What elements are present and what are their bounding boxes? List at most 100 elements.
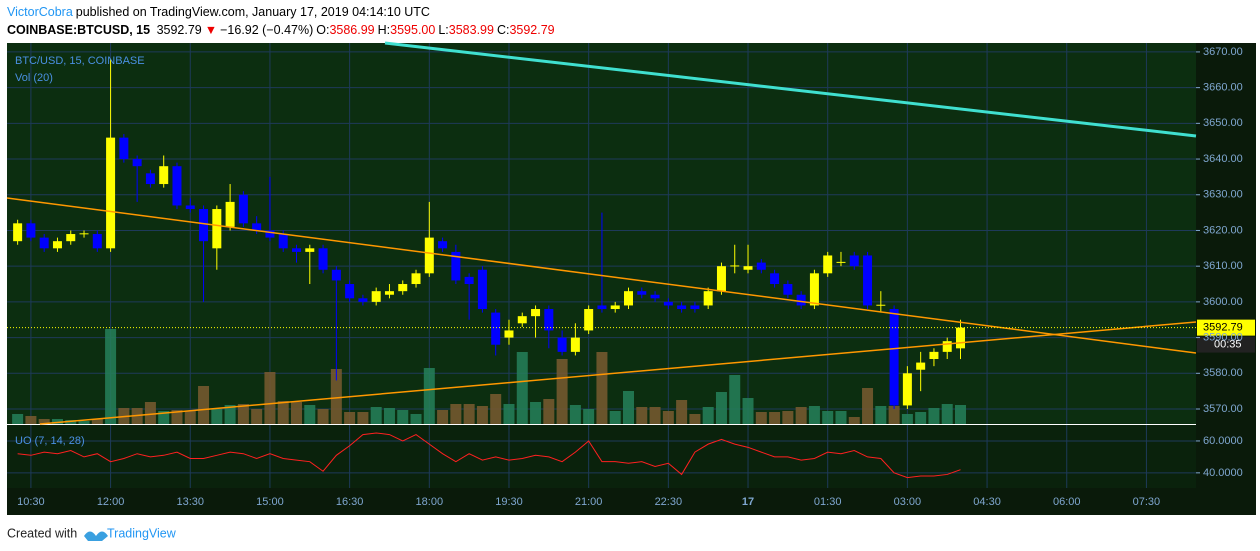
volume-bar: [184, 411, 196, 424]
candle-body: [677, 305, 687, 310]
candle-body: [278, 234, 288, 249]
candle-body: [345, 284, 355, 299]
volume-bar: [264, 372, 276, 424]
header-line: VictorCobra published on TradingView.com,…: [7, 5, 433, 19]
candle-body: [809, 273, 819, 306]
volume-title: Vol (20): [15, 72, 53, 84]
candle-body: [292, 248, 302, 252]
x-tick-label: 18:00: [416, 496, 444, 508]
volume-bar: [915, 412, 927, 424]
candle-body: [438, 241, 448, 249]
y-tick-label: 3600.00: [1203, 296, 1243, 308]
x-tick-label: 13:30: [176, 496, 204, 508]
trend-line: [39, 321, 1197, 425]
candle-body: [743, 266, 753, 270]
volume-bar: [51, 419, 63, 424]
x-tick-label: 12:00: [97, 496, 125, 508]
volume-bar: [835, 411, 847, 424]
x-tick-label: 17: [742, 496, 754, 508]
y-tick-label: 3630.00: [1203, 189, 1243, 201]
volume-bar: [689, 414, 701, 424]
volume-bar: [742, 398, 754, 424]
arrow: ▼: [204, 23, 218, 37]
last-price-box: [1197, 319, 1255, 336]
volume-bar: [676, 400, 688, 424]
volume-bar: [450, 404, 462, 424]
candle-body: [889, 309, 899, 406]
candle-body: [265, 230, 275, 238]
y-tick-label: 3620.00: [1203, 224, 1243, 236]
x-tick-label: 15:00: [256, 496, 284, 508]
footer-brand[interactable]: TradingView: [107, 526, 177, 540]
candle-body: [398, 284, 408, 292]
volume-bar: [370, 407, 382, 424]
candle-body: [26, 223, 36, 238]
candle-body: [212, 209, 222, 249]
candle-body: [796, 294, 806, 306]
volume-bar: [875, 406, 887, 424]
candle-body: [836, 261, 846, 263]
candle-body: [331, 269, 341, 281]
candle-body: [650, 294, 660, 299]
candle-body: [956, 327, 966, 349]
volume-bar: [901, 414, 913, 424]
candle-body: [159, 166, 169, 185]
volume-bar: [649, 407, 661, 424]
volume-bar: [556, 359, 568, 424]
volume-bar: [330, 369, 342, 424]
author[interactable]: VictorCobra: [7, 5, 73, 19]
x-tick-label: 19:30: [495, 496, 523, 508]
volume-bar: [357, 412, 369, 424]
y-tick-label: 3670.00: [1203, 46, 1243, 58]
candle-body: [929, 351, 939, 360]
candle-body: [823, 255, 833, 274]
volume-bar: [955, 405, 967, 424]
candle-body: [477, 269, 487, 310]
oscillator-pane: [7, 425, 1196, 488]
candle-body: [783, 284, 793, 295]
volume-bar: [503, 404, 515, 424]
volume-bar: [211, 409, 223, 424]
volume-bar: [437, 410, 449, 424]
volume-bar: [543, 399, 555, 424]
candle-body: [517, 316, 527, 324]
symbol-line: COINBASE:BTCUSD, 15 3592.79 ▼ −16.92 (−0.4…: [7, 23, 558, 37]
volume-bar: [397, 410, 409, 424]
volume-bar: [198, 386, 210, 424]
candle-body: [624, 291, 634, 306]
y-tick-label: 3590.00: [1203, 331, 1243, 343]
candle-body: [39, 237, 49, 249]
candle-body: [584, 309, 594, 331]
volume-bar: [702, 407, 714, 424]
volume-bar: [715, 392, 727, 424]
volume-bar: [463, 404, 475, 424]
candle-body: [199, 209, 209, 242]
volume-bar: [12, 414, 24, 424]
l-label: L:: [438, 23, 449, 37]
volume-bar: [476, 406, 488, 424]
candle-body: [225, 201, 235, 227]
candle-body: [690, 305, 700, 310]
c: 3592.79: [509, 23, 555, 37]
volume-bar: [105, 329, 117, 424]
candle-body: [557, 337, 567, 352]
change: −16.92 (−0.47%): [220, 23, 314, 37]
oscillator-line: [17, 432, 961, 479]
candle-body: [730, 265, 740, 267]
candle-body: [876, 304, 886, 306]
volume-bar: [317, 409, 329, 424]
volume-bar: [755, 412, 767, 424]
volume-bar: [237, 404, 249, 424]
volume-bar: [25, 416, 37, 424]
volume-bar: [941, 404, 953, 424]
volume-bar: [782, 411, 794, 424]
candle-body: [504, 330, 514, 338]
volume-bar: [769, 412, 781, 424]
time-axis: [7, 488, 1256, 515]
candle-body: [663, 301, 673, 306]
volume-bar: [158, 411, 170, 424]
x-tick-label: 07:30: [1133, 496, 1161, 508]
candle-body: [849, 255, 859, 267]
candle-body: [66, 234, 76, 242]
x-tick-label: 04:30: [973, 496, 1001, 508]
